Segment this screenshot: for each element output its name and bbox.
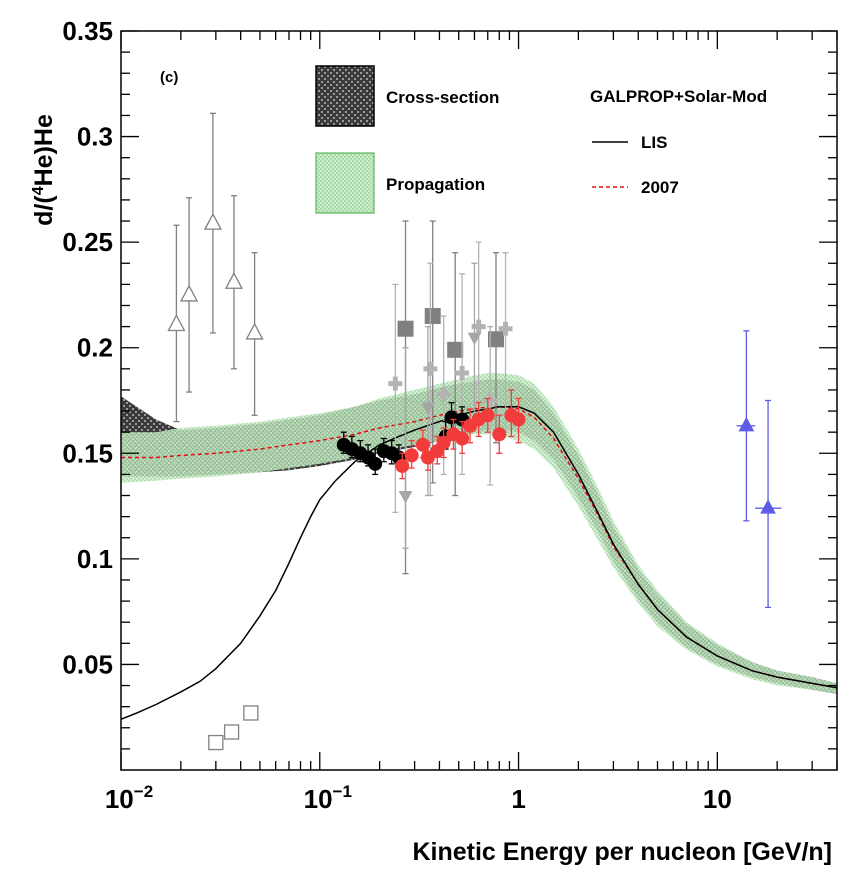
x-tick-label: 10 — [703, 784, 732, 814]
open-squares-point — [243, 705, 259, 721]
blue-triangles-point — [738, 416, 755, 432]
red-circles-point — [492, 427, 507, 442]
red-circles-point — [395, 458, 410, 473]
panel-label: (c) — [160, 69, 178, 86]
y-tick-label: 0.1 — [77, 544, 113, 574]
plot-frame — [120, 30, 838, 771]
legend-lis-label: LIS — [641, 133, 667, 152]
open-squares-point — [223, 724, 240, 740]
legend-propagation-swatch — [315, 152, 375, 214]
open-triangles-point — [167, 314, 186, 332]
gray-squares-point — [447, 341, 464, 358]
legend-cross-section-swatch — [315, 65, 375, 127]
y-axis-title-prefix: d/( — [30, 195, 58, 226]
y-tick-label: 0.05 — [62, 649, 113, 679]
x-tick-label-base: 10 — [703, 784, 732, 814]
series-black-circles — [336, 401, 470, 476]
legend-2007-label: 2007 — [641, 178, 679, 197]
series-open-triangles — [167, 112, 264, 423]
light-gray-crosses-point — [436, 387, 451, 402]
light-gray-crosses-point — [483, 393, 498, 408]
y-tick-label: 0.3 — [77, 122, 113, 152]
model-bands — [121, 373, 837, 694]
data-points — [167, 112, 782, 751]
series-open-squares — [208, 705, 259, 751]
red-circles-point — [436, 435, 451, 450]
legend: Cross-section Propagation GALPROP+Solar-… — [315, 65, 767, 214]
gray-triangles-point — [398, 491, 413, 504]
red-circles-point — [455, 431, 470, 446]
y-tick-label: 0.15 — [62, 438, 113, 468]
series-red-circles — [395, 389, 526, 480]
legend-propagation-label: Propagation — [386, 175, 485, 194]
blue-triangles-point — [760, 499, 776, 514]
series-blue-triangles — [736, 330, 782, 609]
gray-triangles-point — [467, 332, 482, 346]
y-tick-label: 0.2 — [77, 333, 113, 363]
gray-squares-point — [424, 308, 441, 325]
gray-triangles-point — [421, 402, 435, 415]
open-triangles-point — [203, 212, 222, 230]
y-tick-label: 0.25 — [62, 227, 113, 257]
propagation-band — [121, 373, 837, 694]
y-axis-title-sup: 4 — [30, 186, 47, 195]
light-gray-crosses-point — [455, 366, 470, 381]
light-gray-crosses-point — [423, 361, 438, 376]
lis-curve — [121, 406, 837, 720]
open-triangles-point — [245, 322, 264, 340]
x-tick-label-exponent: −1 — [333, 782, 352, 801]
x-tick-label: 1 — [511, 784, 525, 814]
legend-model-title: GALPROP+Solar-Mod — [590, 87, 767, 106]
light-gray-crosses-point — [498, 321, 513, 336]
x-tick-label: 10−1 — [304, 782, 352, 814]
light-gray-crosses-point — [471, 319, 486, 334]
y-axis-title: d/(4He)He — [30, 114, 58, 226]
red-circles-point — [404, 448, 419, 463]
x-axis-title: Kinetic Energy per nucleon [GeV/n] — [412, 838, 832, 866]
red-circles-point — [511, 412, 526, 427]
x-tick-label-base: 10 — [304, 784, 333, 814]
open-squares-point — [208, 734, 224, 751]
legend-cross-section-label: Cross-section — [386, 88, 499, 107]
black-circles-point — [368, 456, 383, 471]
open-triangles-point — [224, 271, 244, 289]
gray-squares-point — [397, 320, 414, 337]
black-circles-point — [444, 410, 459, 425]
open-triangles-point — [179, 284, 199, 302]
model-curves — [121, 406, 837, 720]
gray-squares-point — [487, 331, 504, 348]
red-circles-point — [415, 437, 430, 452]
x-tick-label-exponent: −2 — [134, 782, 153, 801]
x-tick-label-base: 10 — [105, 784, 134, 814]
red-circles-point — [480, 408, 495, 423]
x-tick-label-base: 1 — [511, 784, 525, 814]
y-axis-title-suffix: He)He — [30, 114, 58, 186]
light-gray-crosses-point — [388, 376, 403, 391]
y-tick-label: 0.35 — [62, 16, 113, 46]
x-tick-label: 10−2 — [105, 782, 153, 814]
